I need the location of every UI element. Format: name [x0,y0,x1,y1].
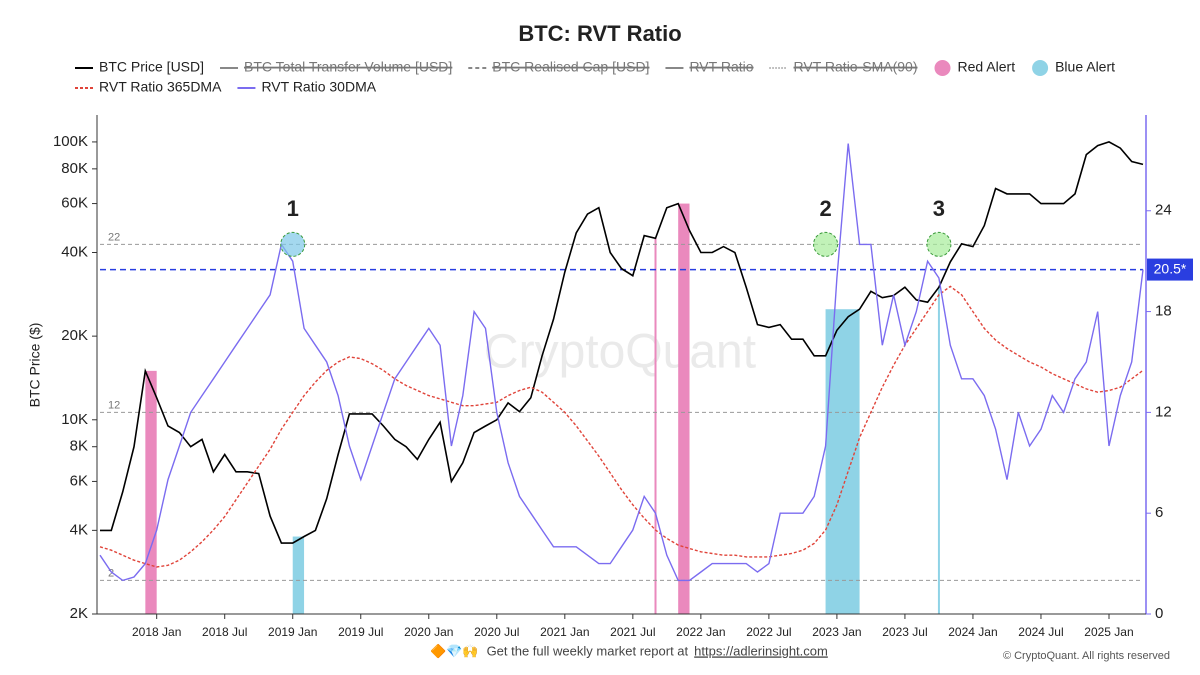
y-tick-label: 4K [70,521,88,538]
y-axis-label: BTC Price ($) [27,323,43,408]
legend-label: BTC Price [USD] [99,59,204,75]
x-tick-label: 2025 Jan [1084,625,1133,639]
alert-band [825,309,860,614]
alert-band [145,370,157,614]
alert-band [678,203,690,614]
y-tick-label: 10K [61,411,88,428]
watermark: CryptoQuant [484,326,756,379]
y-tick-label: 8K [70,438,88,455]
highlight-badge [1147,258,1193,281]
x-tick-label: 2024 Jan [948,625,997,639]
legend-label: RVT Ratio [689,59,753,75]
footer-emoji: 🔶💎🙌 [430,643,479,658]
annotation-label: 3 [933,196,945,221]
y-tick-label: 60K [61,195,88,212]
legend-label: Blue Alert [1055,59,1115,75]
x-tick-label: 2018 Jul [202,625,247,639]
y-tick-label: 100K [53,133,88,150]
legend-swatch [934,60,951,76]
alert-band [937,287,940,614]
legend-label: Red Alert [958,59,1016,75]
y-tick-label: 80K [61,160,88,177]
y2-tick-label: 12 [1155,403,1172,420]
legend-label: RVT Ratio-SMA(90) [794,59,918,75]
highlight-label: 20.5* [1154,260,1187,276]
x-tick-label: 2021 Jul [610,625,655,639]
annotation-circle [926,231,952,257]
annotation-label: 2 [819,196,831,221]
annotation-label: 1 [287,196,299,221]
reference-label: 12 [108,399,120,411]
legend-label: RVT Ratio 30DMA [261,79,376,95]
x-tick-label: 2020 Jul [474,625,519,639]
x-tick-label: 2018 Jan [132,625,181,639]
x-tick-label: 2019 Jul [338,625,383,639]
legend-label: RVT Ratio 365DMA [99,79,222,95]
series-line [100,141,1144,544]
y-tick-label: 6K [70,472,88,489]
chart-title: BTC: RVT Ratio [518,21,681,46]
footer-text: Get the full weekly market report at [487,643,689,658]
reference-label: 2 [108,567,114,579]
y2-tick-label: 24 [1155,202,1172,219]
x-tick-label: 2019 Jan [268,625,317,639]
legend-swatch [1032,60,1049,76]
y2-tick-label: 18 [1155,303,1172,320]
x-tick-label: 2023 Jan [812,625,861,639]
x-tick-label: 2024 Jul [1018,625,1063,639]
y-tick-label: 40K [61,243,88,260]
series-line [99,285,1144,568]
y2-tick-label: 6 [1155,504,1163,521]
legend: BTC Price [USD] BTC Total Transfer Volume… [75,59,1115,95]
legend-label: BTC Realised Cap [USD] [492,59,649,75]
copyright: © CryptoQuant. All rights reserved [1003,650,1170,662]
x-tick-label: 2022 Jan [676,625,725,639]
annotation-circle [280,231,306,257]
annotation-circle [813,231,839,257]
y2-tick-label: 0 [1155,605,1163,622]
x-tick-label: 2020 Jan [404,625,453,639]
y-tick-label: 20K [61,327,88,344]
legend-label: BTC Total Transfer Volume [USD] [244,59,452,75]
x-tick-label: 2023 Jul [882,625,927,639]
x-tick-label: 2022 Jul [746,625,791,639]
series-line [99,143,1144,582]
footer-link[interactable]: https://adlerinsight.com [694,643,828,658]
x-tick-label: 2021 Jan [540,625,589,639]
alert-band [654,238,657,615]
reference-label: 22 [108,231,120,243]
y-tick-label: 2K [70,605,88,622]
alert-band [292,536,305,614]
